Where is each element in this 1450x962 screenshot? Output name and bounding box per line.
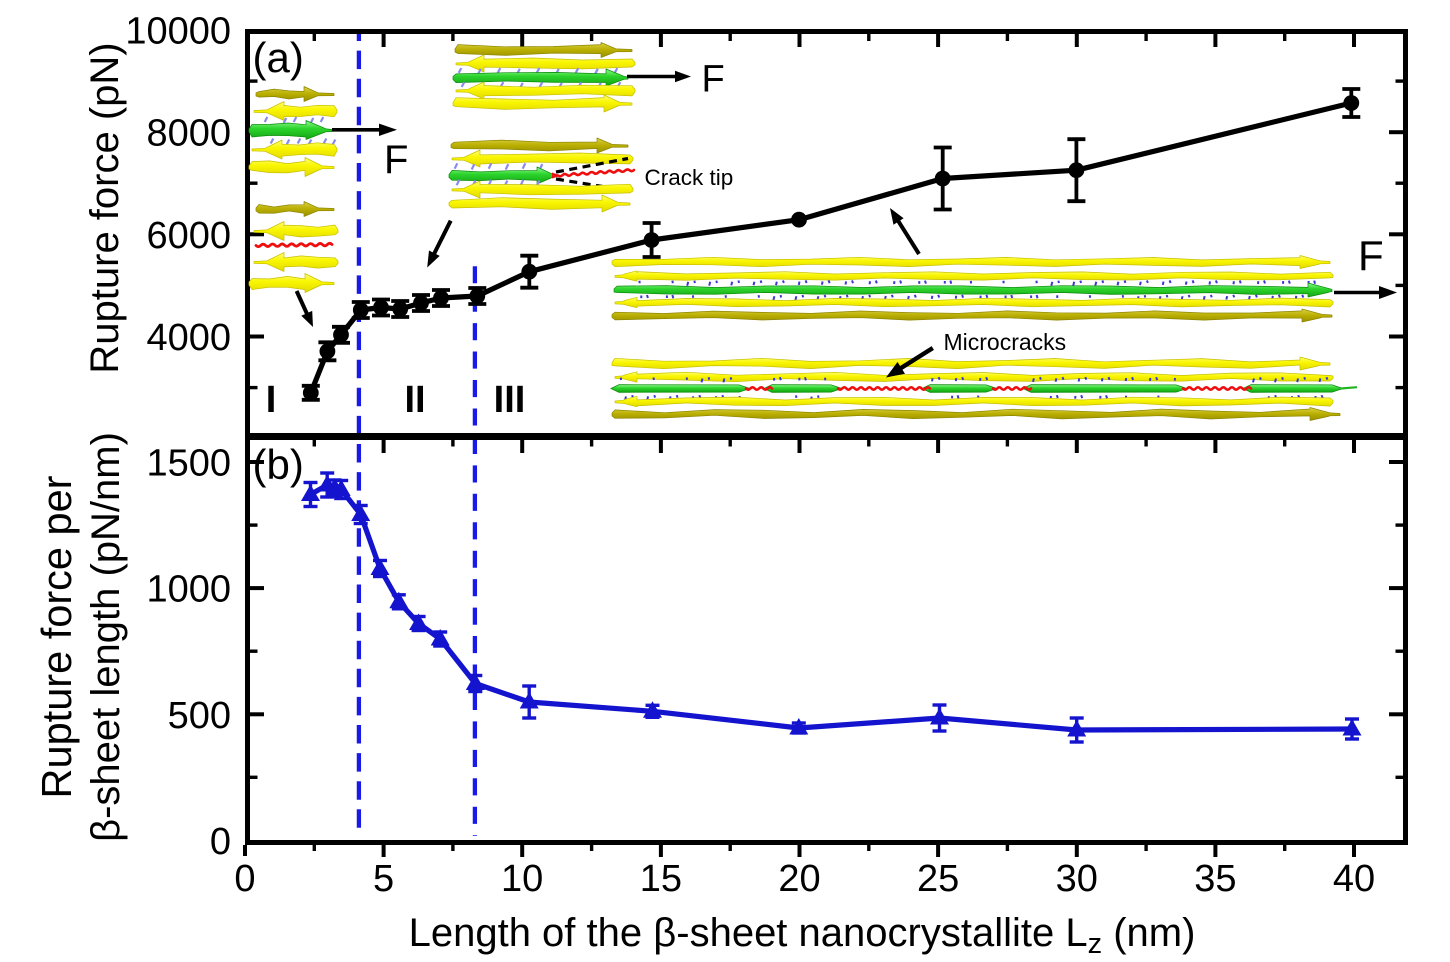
svg-text:25: 25 [917, 858, 959, 900]
svg-text:1500: 1500 [146, 443, 231, 485]
svg-text:β-sheet length (pN/nm): β-sheet length (pN/nm) [84, 432, 128, 842]
svg-text:I: I [266, 379, 277, 421]
svg-text:F: F [702, 59, 725, 101]
svg-text:10000: 10000 [125, 11, 231, 53]
svg-text:(a): (a) [253, 34, 304, 81]
svg-text:Length of the β-sheet nanocrys: Length of the β-sheet nanocrystallite Lz… [409, 911, 1196, 960]
svg-text:III: III [494, 379, 526, 421]
svg-text:500: 500 [168, 695, 231, 737]
svg-text:5: 5 [373, 858, 394, 900]
svg-text:20: 20 [778, 858, 820, 900]
svg-text:35: 35 [1194, 858, 1236, 900]
svg-text:F: F [1358, 232, 1384, 279]
svg-text:40: 40 [1333, 858, 1375, 900]
svg-text:15: 15 [640, 858, 682, 900]
svg-text:Microcracks: Microcracks [944, 329, 1067, 355]
svg-text:8000: 8000 [146, 113, 231, 155]
svg-text:30: 30 [1056, 858, 1098, 900]
svg-text:6000: 6000 [146, 215, 231, 257]
svg-text:Rupture force per: Rupture force per [33, 475, 80, 798]
svg-text:10: 10 [501, 858, 543, 900]
svg-text:Crack tip: Crack tip [645, 165, 734, 190]
svg-text:F: F [384, 138, 408, 182]
svg-text:0: 0 [210, 821, 231, 863]
svg-text:1000: 1000 [146, 569, 231, 611]
svg-text:0: 0 [234, 858, 255, 900]
svg-text:Rupture force (pN): Rupture force (pN) [83, 42, 127, 373]
svg-text:4000: 4000 [146, 317, 231, 359]
svg-text:(b): (b) [253, 441, 304, 488]
svg-text:II: II [404, 379, 425, 421]
